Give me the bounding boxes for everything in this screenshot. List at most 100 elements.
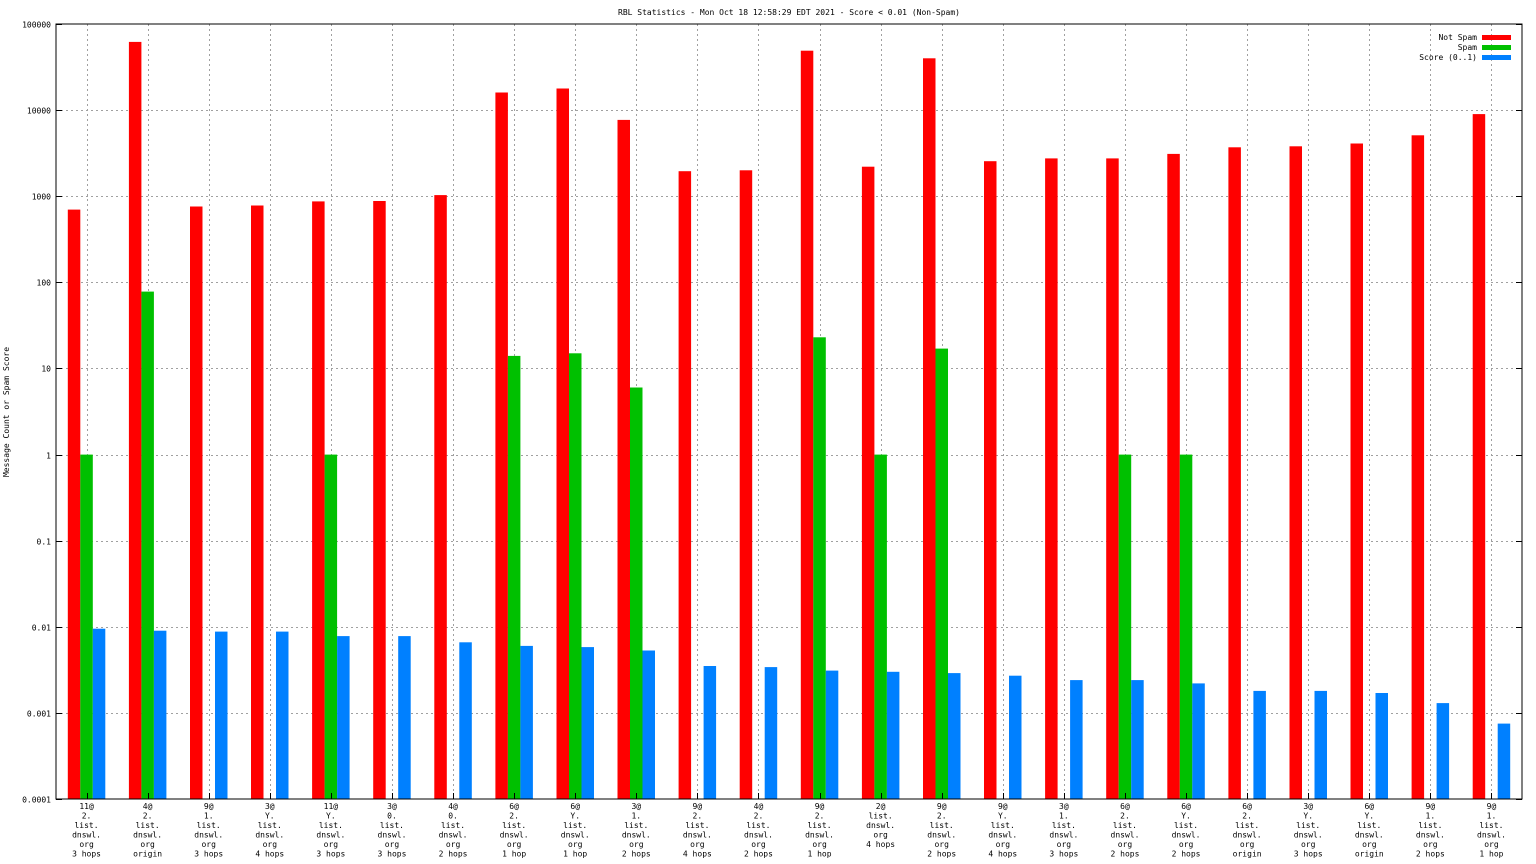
bar-score-0-1 (703, 666, 717, 799)
bar-spam (935, 348, 948, 799)
x-tick-label: 6@ Y. list. dnswl. org origin (1355, 802, 1384, 859)
bar-not-spam (861, 166, 875, 799)
y-ticks: 0.0001 0.001 0.01 0.1 1 10 100 1000 10000 100000 (22, 21, 1522, 805)
x-tick-label: 9@ 1. list. dnswl. org 1 hop (1477, 802, 1506, 859)
bar-spam (1118, 454, 1132, 799)
x-tick-label: 4@ 0. list. dnswl. org 2 hops (439, 802, 468, 859)
bar-not-spam (923, 58, 936, 800)
y-tick-label: 100000 (22, 21, 51, 30)
bar-not-spam (495, 92, 508, 799)
bar-not-spam (190, 206, 203, 799)
y-tick-label: 0.001 (27, 710, 51, 719)
x-tick-label: 4@ 2. list. dnswl. org 2 hops (744, 802, 773, 859)
x-tick-label: 6@ Y. list. dnswl. org 2 hops (1172, 802, 1201, 859)
y-tick-label: 10000 (27, 107, 51, 116)
x-tick-label: 3@ Y. list. dnswl. org 3 hops (1294, 802, 1323, 859)
bar-not-spam (1106, 158, 1119, 799)
bar-not-spam (678, 171, 692, 799)
bar-not-spam (1411, 135, 1425, 800)
y-tick-label: 0.0001 (22, 796, 51, 805)
bar-score-0-1 (948, 673, 961, 799)
x-tick-label: 6@ 2. list. dnswl. org origin (1233, 802, 1262, 859)
x-tick-label: 11@ 2. list. dnswl. org 3 hops (72, 802, 101, 859)
legend-label: Score (0..1) (1419, 53, 1477, 62)
bar-spam (80, 454, 93, 799)
x-tick-label: 9@ 1. list. dnswl. org 2 hops (1416, 802, 1445, 859)
bar-score-0-1 (1192, 683, 1205, 799)
bar-score-0-1 (1070, 680, 1083, 799)
bar-score-0-1 (1131, 680, 1144, 799)
bar-spam (813, 337, 826, 799)
bar-score-0-1 (153, 630, 167, 799)
bar-not-spam (556, 88, 569, 799)
x-tick-labels: 11@ 2. list. dnswl. org 3 hops 4@ 2. list. dnswl.… (72, 793, 1506, 859)
bar-score-0-1 (581, 647, 594, 799)
bar-score-0-1 (1497, 723, 1511, 799)
y-tick-label: 1 (46, 452, 51, 461)
bar-score-0-1 (276, 631, 289, 799)
bar-spam (141, 291, 154, 799)
legend-label: Not Spam (1438, 33, 1477, 42)
x-tick-label: 6@ 2. list. dnswl. org 2 hops (1111, 802, 1140, 859)
bar-spam (569, 353, 582, 799)
bar-not-spam (67, 209, 81, 800)
bar-score-0-1 (92, 628, 106, 799)
bar-spam (507, 355, 521, 799)
bar-score-0-1 (215, 631, 228, 799)
bar-not-spam (1472, 114, 1486, 800)
x-tick-label: 3@ 1. list. dnswl. org 2 hops (622, 802, 651, 859)
bar-spam (324, 454, 338, 799)
y-tick-label: 0.1 (37, 538, 52, 547)
bar-score-0-1 (1009, 675, 1022, 799)
bar-not-spam (1167, 153, 1180, 799)
y-tick-label: 0.01 (32, 624, 51, 633)
x-tick-label: 2@ list. dnswl. org 4 hops (866, 802, 895, 849)
bars (67, 41, 1511, 800)
bar-not-spam (312, 201, 325, 799)
bar-score-0-1 (1436, 703, 1450, 799)
bar-spam (630, 387, 643, 799)
bar-not-spam (617, 119, 630, 799)
bar-not-spam (800, 50, 814, 799)
y-tick-label: 1000 (32, 193, 51, 202)
bar-score-0-1 (642, 650, 655, 799)
x-tick-label: 9@ 2. list. dnswl. org 1 hop (805, 802, 834, 859)
bar-score-0-1 (337, 636, 350, 799)
y-tick-label: 100 (37, 279, 52, 288)
bar-not-spam (373, 201, 386, 799)
bar-score-0-1 (825, 670, 839, 799)
legend-swatch (1482, 55, 1511, 60)
bar-score-0-1 (764, 667, 778, 799)
x-tick-label: 9@ 2. list. dnswl. org 2 hops (927, 802, 956, 859)
legend-swatch (1482, 35, 1511, 40)
bar-score-0-1 (1375, 693, 1388, 799)
chart-title: RBL Statistics - Mon Oct 18 12:58:29 EDT… (618, 8, 960, 17)
bar-score-0-1 (398, 636, 411, 799)
bar-not-spam (1228, 147, 1241, 800)
x-tick-label: 9@ 2. list. dnswl. org 4 hops (683, 802, 712, 859)
bar-score-0-1 (520, 645, 533, 799)
x-tick-label: 11@ Y. list. dnswl. org 3 hops (316, 802, 345, 859)
x-tick-label: 6@ 2. list. dnswl. org 1 hop (500, 802, 529, 859)
bar-not-spam (128, 41, 142, 799)
bar-score-0-1 (459, 642, 472, 799)
bar-not-spam (1289, 146, 1302, 800)
bar-not-spam (1045, 158, 1058, 799)
legend-label: Spam (1458, 43, 1477, 52)
bar-not-spam (739, 170, 753, 800)
x-tick-label: 3@ 1. list. dnswl. org 3 hops (1049, 802, 1078, 859)
bar-not-spam (984, 161, 997, 799)
bar-score-0-1 (1253, 690, 1266, 799)
bar-not-spam (1350, 143, 1363, 799)
x-tick-label: 4@ 2. list. dnswl. org origin (133, 802, 162, 859)
bar-score-0-1 (1314, 690, 1327, 799)
y-axis-label: Message Count or Spam Score (2, 347, 11, 477)
bar-not-spam (434, 195, 447, 800)
x-tick-label: 6@ Y. list. dnswl. org 1 hop (561, 802, 590, 859)
bar-not-spam (251, 205, 264, 799)
legend-swatch (1482, 45, 1511, 50)
x-tick-label: 3@ Y. list. dnswl. org 4 hops (255, 802, 284, 859)
y-tick-label: 10 (41, 365, 51, 374)
bar-spam (874, 454, 887, 799)
